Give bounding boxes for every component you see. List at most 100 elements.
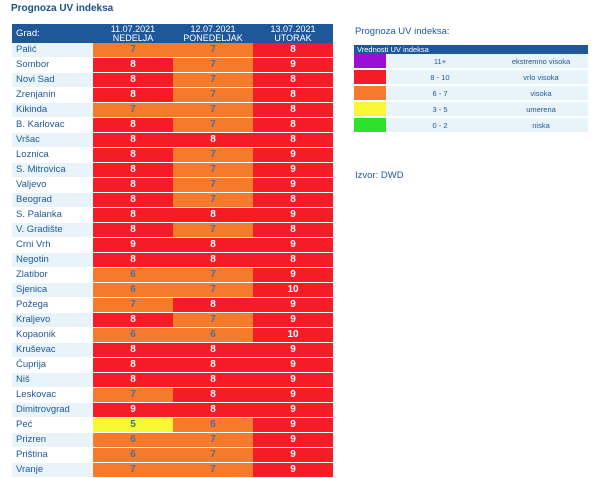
legend-row: 6 - 7 visoka (354, 85, 588, 102)
day-name: UTORAK (274, 32, 312, 43)
day-date: 11.07.2021 (110, 23, 156, 34)
uv-value-cell: 9 (253, 267, 333, 283)
legend-color-swatch (354, 69, 386, 86)
uv-value-cell: 7 (93, 387, 173, 403)
table-row: Beograd 8 7 8 (12, 192, 333, 208)
city-name: Ćuprija (12, 357, 93, 373)
uv-value-cell: 8 (253, 102, 333, 118)
uv-value-cell: 8 (253, 117, 333, 133)
city-name: Dimitrovgrad (12, 402, 93, 418)
table-body: Palić 7 7 8 Sombor 8 7 9 Novi Sad 8 7 8 Zrenjanin 8 7 8… (12, 43, 333, 478)
table-row: S. Mitrovica 8 7 9 (12, 162, 333, 178)
uv-value-cell: 9 (253, 462, 333, 478)
uv-value-cell: 8 (93, 162, 173, 178)
uv-value-cell: 7 (93, 462, 173, 478)
table-row: Novi Sad 8 7 8 (12, 72, 333, 88)
legend-row: 11+ ekstremno visoka (354, 54, 588, 70)
day-date: 13.07.2021 (270, 23, 316, 34)
uv-value-cell: 8 (173, 387, 253, 403)
legend-body: 11+ ekstremno visoka 8 - 10 vrlo visoka 6 - … (354, 54, 588, 134)
uv-value-cell: 8 (173, 132, 253, 148)
uv-value-cell: 8 (93, 357, 173, 373)
legend-range: 0 - 2 (386, 117, 494, 134)
uv-value-cell: 9 (253, 432, 333, 448)
city-name: S. Palanka (12, 207, 93, 223)
city-name: Crni Vrh (12, 237, 93, 253)
uv-value-cell: 9 (253, 177, 333, 193)
uv-value-cell: 7 (173, 267, 253, 283)
table-row: Vranje 7 7 9 (12, 462, 333, 478)
uv-value-cell: 6 (93, 447, 173, 463)
city-name: Niš (12, 372, 93, 388)
uv-value-cell: 8 (93, 147, 173, 163)
city-name: Kruševac (12, 342, 93, 358)
uv-value-cell: 8 (93, 312, 173, 328)
table-row: V. Gradište 8 7 8 (12, 222, 333, 238)
uv-value-cell: 9 (253, 357, 333, 373)
uv-value-cell: 7 (173, 72, 253, 88)
legend-range: 3 - 5 (386, 101, 494, 118)
legend-label: vrlo visoka (494, 69, 588, 86)
legend-range: 6 - 7 (386, 85, 494, 102)
uv-value-cell: 10 (253, 282, 333, 298)
uv-value-cell: 8 (93, 342, 173, 358)
uv-value-cell: 9 (93, 402, 173, 418)
uv-value-cell: 7 (173, 147, 253, 163)
uv-value-cell: 9 (253, 147, 333, 163)
table-row: Zrenjanin 8 7 8 (12, 87, 333, 103)
city-name: Požega (12, 297, 93, 313)
uv-value-cell: 8 (93, 57, 173, 73)
table-row: S. Palanka 8 8 9 (12, 207, 333, 223)
table-row: Dimitrovgrad 9 8 9 (12, 402, 333, 418)
uv-value-cell: 8 (173, 207, 253, 223)
uv-value-cell: 9 (253, 297, 333, 313)
uv-value-cell: 8 (253, 43, 333, 58)
uv-forecast-table: Grad: 11.07.2021 NEDELJA 12.07.2021 PONE… (12, 24, 333, 478)
uv-value-cell: 8 (93, 207, 173, 223)
table-row: Valjevo 8 7 9 (12, 177, 333, 193)
city-name: V. Gradište (12, 222, 93, 238)
city-name: Kraljevo (12, 312, 93, 328)
day-date: 12.07.2021 (190, 23, 236, 34)
table-row: Leskovac 7 8 9 (12, 387, 333, 403)
uv-value-cell: 7 (173, 87, 253, 103)
uv-value-cell: 8 (93, 222, 173, 238)
city-name: Palić (12, 43, 93, 58)
uv-legend-table: Vrednosti UV indeksa 11+ ekstremno visoka… (354, 45, 588, 134)
uv-value-cell: 8 (93, 192, 173, 208)
city-name: Kopaonik (12, 327, 93, 343)
uv-value-cell: 9 (253, 57, 333, 73)
uv-value-cell: 8 (173, 402, 253, 418)
uv-value-cell: 7 (173, 282, 253, 298)
uv-value-cell: 6 (173, 417, 253, 433)
city-name: Sjenica (12, 282, 93, 298)
uv-value-cell: 8 (173, 357, 253, 373)
city-name: B. Karlovac (12, 117, 93, 133)
day-name: NEDELJA (112, 32, 154, 43)
uv-value-cell: 8 (93, 87, 173, 103)
uv-value-cell: 9 (253, 447, 333, 463)
table-row: Priština 6 7 9 (12, 447, 333, 463)
table-row: Prizren 6 7 9 (12, 432, 333, 448)
legend-row: 8 - 10 vrlo visoka (354, 69, 588, 86)
legend-color-swatch (354, 117, 386, 134)
page-title: Prognoza UV indeksa (11, 3, 114, 14)
city-name: Vranje (12, 462, 93, 478)
uv-value-cell: 8 (93, 252, 173, 268)
uv-value-cell: 8 (173, 297, 253, 313)
table-row: Palić 7 7 8 (12, 43, 333, 58)
source-note: Izvor: DWD (355, 170, 404, 181)
uv-value-cell: 7 (173, 162, 253, 178)
city-name: Vršac (12, 132, 93, 148)
uv-value-cell: 8 (253, 222, 333, 238)
city-name: Zrenjanin (12, 87, 93, 103)
legend-label: umerena (494, 101, 588, 118)
uv-value-cell: 8 (173, 342, 253, 358)
uv-value-cell: 8 (253, 87, 333, 103)
day-column-header: 12.07.2021 PONEDELJAK (173, 24, 253, 43)
uv-value-cell: 7 (93, 297, 173, 313)
city-name: Kikinda (12, 102, 93, 118)
uv-value-cell: 7 (173, 432, 253, 448)
uv-value-cell: 7 (173, 447, 253, 463)
city-column-header: Grad: (12, 24, 93, 43)
